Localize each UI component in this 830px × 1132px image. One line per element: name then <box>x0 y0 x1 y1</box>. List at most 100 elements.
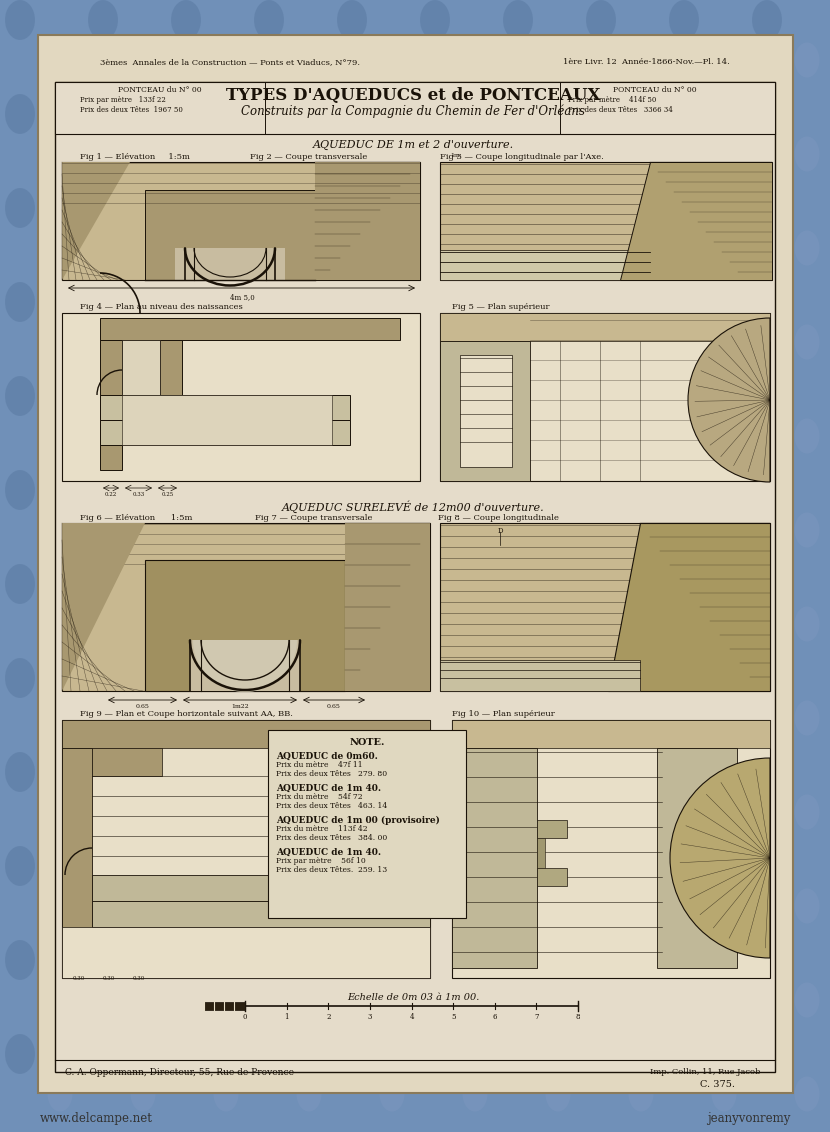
Ellipse shape <box>794 983 819 1018</box>
Text: 5: 5 <box>451 1013 456 1021</box>
Ellipse shape <box>337 282 367 321</box>
Ellipse shape <box>5 470 35 511</box>
Wedge shape <box>670 758 770 958</box>
Bar <box>440 314 770 341</box>
Ellipse shape <box>47 231 72 266</box>
Bar <box>657 748 737 968</box>
Ellipse shape <box>88 376 118 415</box>
Ellipse shape <box>130 889 155 924</box>
Text: www.delcampe.net: www.delcampe.net <box>40 1112 153 1125</box>
Ellipse shape <box>794 419 819 454</box>
Ellipse shape <box>130 701 155 736</box>
Polygon shape <box>608 523 770 691</box>
Ellipse shape <box>545 983 570 1018</box>
Ellipse shape <box>379 701 404 736</box>
Ellipse shape <box>254 376 284 415</box>
Ellipse shape <box>503 188 533 228</box>
Ellipse shape <box>254 470 284 511</box>
Ellipse shape <box>130 325 155 360</box>
Ellipse shape <box>503 658 533 698</box>
Ellipse shape <box>213 513 238 548</box>
Ellipse shape <box>628 889 653 924</box>
Ellipse shape <box>88 1034 118 1074</box>
Text: C. 375.: C. 375. <box>700 1080 735 1089</box>
Ellipse shape <box>420 282 450 321</box>
Ellipse shape <box>669 470 699 511</box>
Ellipse shape <box>130 607 155 642</box>
Ellipse shape <box>711 607 736 642</box>
Bar <box>62 162 420 280</box>
Ellipse shape <box>254 752 284 792</box>
Bar <box>100 420 350 445</box>
Ellipse shape <box>628 43 653 77</box>
Ellipse shape <box>171 658 201 698</box>
Bar <box>62 314 420 481</box>
Ellipse shape <box>503 0 533 40</box>
Ellipse shape <box>628 607 653 642</box>
Wedge shape <box>193 640 297 692</box>
Ellipse shape <box>254 658 284 698</box>
Bar <box>452 748 537 968</box>
Ellipse shape <box>462 43 487 77</box>
Ellipse shape <box>752 376 782 415</box>
Text: AQUEDUC SURELEVÉ de 12m00 d'ouverture.: AQUEDUC SURELEVÉ de 12m00 d'ouverture. <box>281 500 544 513</box>
Text: C. A. Oppermann, Directeur, 55, Rue de Provence: C. A. Oppermann, Directeur, 55, Rue de P… <box>65 1067 294 1077</box>
Text: 0.30: 0.30 <box>103 976 115 981</box>
Ellipse shape <box>503 376 533 415</box>
Text: jeanyvonremy: jeanyvonremy <box>706 1112 790 1125</box>
Ellipse shape <box>628 513 653 548</box>
Ellipse shape <box>503 470 533 511</box>
Ellipse shape <box>545 231 570 266</box>
Ellipse shape <box>503 940 533 980</box>
Ellipse shape <box>171 752 201 792</box>
Text: 1: 1 <box>285 1013 289 1021</box>
Ellipse shape <box>711 983 736 1018</box>
Ellipse shape <box>545 889 570 924</box>
Polygon shape <box>175 248 285 280</box>
Ellipse shape <box>296 43 321 77</box>
Bar <box>268 730 466 918</box>
Bar <box>62 720 430 748</box>
Ellipse shape <box>296 137 321 172</box>
Ellipse shape <box>420 470 450 511</box>
Ellipse shape <box>752 94 782 134</box>
Ellipse shape <box>752 282 782 321</box>
Text: Prix des deux Têtes   463. 14: Prix des deux Têtes 463. 14 <box>276 801 388 811</box>
Ellipse shape <box>420 1034 450 1074</box>
Text: Fig 4 — Plan au niveau des naissances: Fig 4 — Plan au niveau des naissances <box>80 303 242 311</box>
Bar <box>55 82 775 1072</box>
Text: 4: 4 <box>409 1013 413 1021</box>
Ellipse shape <box>213 419 238 454</box>
Bar <box>55 82 775 134</box>
Ellipse shape <box>669 658 699 698</box>
Text: 7: 7 <box>535 1013 539 1021</box>
Text: Prix des deux Têtes  1967 50: Prix des deux Têtes 1967 50 <box>80 106 183 114</box>
Polygon shape <box>190 640 300 691</box>
Ellipse shape <box>586 188 616 228</box>
Ellipse shape <box>711 701 736 736</box>
Ellipse shape <box>296 701 321 736</box>
Bar <box>62 720 430 978</box>
Ellipse shape <box>794 43 819 77</box>
Ellipse shape <box>794 795 819 830</box>
Text: AQUEDUC de 1m 00 (provisoire): AQUEDUC de 1m 00 (provisoire) <box>276 816 440 825</box>
Ellipse shape <box>296 983 321 1018</box>
Ellipse shape <box>462 231 487 266</box>
Ellipse shape <box>669 846 699 886</box>
Ellipse shape <box>130 231 155 266</box>
Ellipse shape <box>420 188 450 228</box>
Ellipse shape <box>752 188 782 228</box>
Ellipse shape <box>47 513 72 548</box>
Ellipse shape <box>5 0 35 40</box>
Ellipse shape <box>296 231 321 266</box>
Ellipse shape <box>5 94 35 134</box>
Bar <box>537 868 567 886</box>
Bar <box>100 395 350 420</box>
Text: 8: 8 <box>576 1013 580 1021</box>
Text: Fig 7 — Coupe transversale: Fig 7 — Coupe transversale <box>255 514 373 522</box>
Ellipse shape <box>379 889 404 924</box>
Ellipse shape <box>171 564 201 604</box>
Polygon shape <box>62 523 145 691</box>
Text: NOTE.: NOTE. <box>349 738 384 747</box>
Text: 2: 2 <box>326 1013 330 1021</box>
